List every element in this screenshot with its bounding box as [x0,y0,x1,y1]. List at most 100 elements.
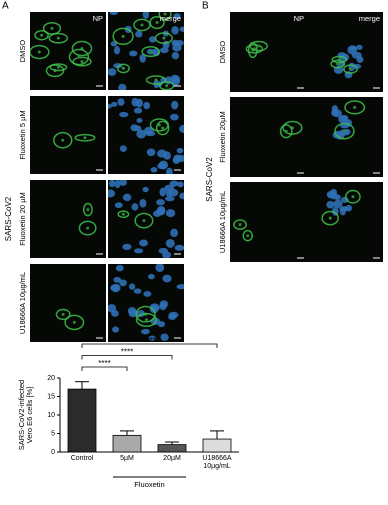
image-content [233,219,253,242]
bar [112,434,142,453]
infected-cell [134,212,154,229]
infected-spot [140,23,144,27]
micrograph [108,180,184,258]
image-background [306,12,383,92]
infected-cell [158,12,172,21]
nucleus [171,39,179,47]
x-tick-label: U18666A 10µg/mL [202,455,232,470]
micrograph [306,182,383,262]
micrograph: merge [306,12,383,92]
infected-cell [135,305,156,323]
column-label: merge [359,14,380,23]
nucleus [173,13,181,20]
nucleus [142,186,149,193]
nucleus [155,264,165,273]
infected-spot [61,312,65,316]
nucleus [330,188,337,196]
nucleus [136,129,147,139]
micrograph: merge [108,12,184,90]
infected-cell [112,27,134,46]
infected-spot [50,26,54,30]
nucleus [143,290,152,297]
nucleus [133,288,142,294]
micrograph [30,96,106,174]
nucleus [164,196,175,202]
nucleus [168,188,179,197]
panel-label: A [2,1,9,12]
error-bar [120,430,134,436]
micrograph [306,97,383,177]
nucleus [118,83,127,90]
nucleus [176,147,184,154]
infected-spot [155,21,159,25]
nucleus [142,12,150,19]
infected-spot [284,129,288,133]
x-tick-label-box: 20µM [163,455,181,462]
infected-spot [83,136,87,140]
x-tick-label-box: 5µM [120,455,134,462]
nucleus [162,251,171,258]
nucleus [113,276,122,283]
nucleus [159,47,169,54]
nucleus [139,53,147,63]
infected-spot [161,126,165,130]
infected-spot [142,219,146,223]
infected-spot [162,36,166,40]
nucleus [179,124,184,134]
micrograph [108,96,184,174]
infected-cell [68,48,90,66]
micrograph [30,264,106,342]
nucleus [349,45,357,52]
infected-cell [330,59,345,69]
infected-cell [344,100,366,115]
nucleus [150,167,158,173]
nucleus [177,181,184,188]
nucleus [119,180,128,186]
image-content [331,100,366,140]
nucleus [333,199,343,209]
infected-spot [163,12,167,16]
nucleus [119,279,127,287]
infected-cell [155,120,170,136]
nucleus [115,264,124,272]
infected-cell [249,40,268,52]
nucleus [133,248,144,254]
image-background [30,180,106,258]
nucleus [351,51,362,59]
row-label: U18666A 10µg/mL [18,272,27,334]
infected-cell [133,18,151,32]
error-bar [75,381,89,390]
nucleus [141,328,150,335]
infected-cell [334,122,355,140]
nucleus [170,228,179,238]
infected-cell [49,63,68,72]
nucleus [110,284,119,292]
nucleus [131,203,139,211]
nucleus [139,239,149,247]
nucleus [143,101,151,110]
infected-spot [121,34,125,38]
infected-spot [40,33,44,37]
nucleus [148,36,157,43]
infected-cell [343,64,358,74]
micrograph [30,180,106,258]
nucleus [110,101,118,107]
infected-spot [56,36,60,40]
image-background [30,96,106,174]
nucleus [108,103,112,109]
error-bar [165,441,179,445]
nucleus [171,26,179,35]
nucleus [171,51,180,60]
y-tick-label: 20 [47,375,55,382]
infected-cell [116,63,130,74]
micrograph: NP [30,12,106,90]
nucleus [170,74,181,84]
nucleus [159,187,166,197]
nucleus [136,118,143,124]
image-content [108,12,184,90]
image-content [108,264,184,341]
nucleus [326,200,335,209]
nucleus [156,149,167,158]
infected-cell [154,32,173,44]
nucleus [128,283,136,290]
